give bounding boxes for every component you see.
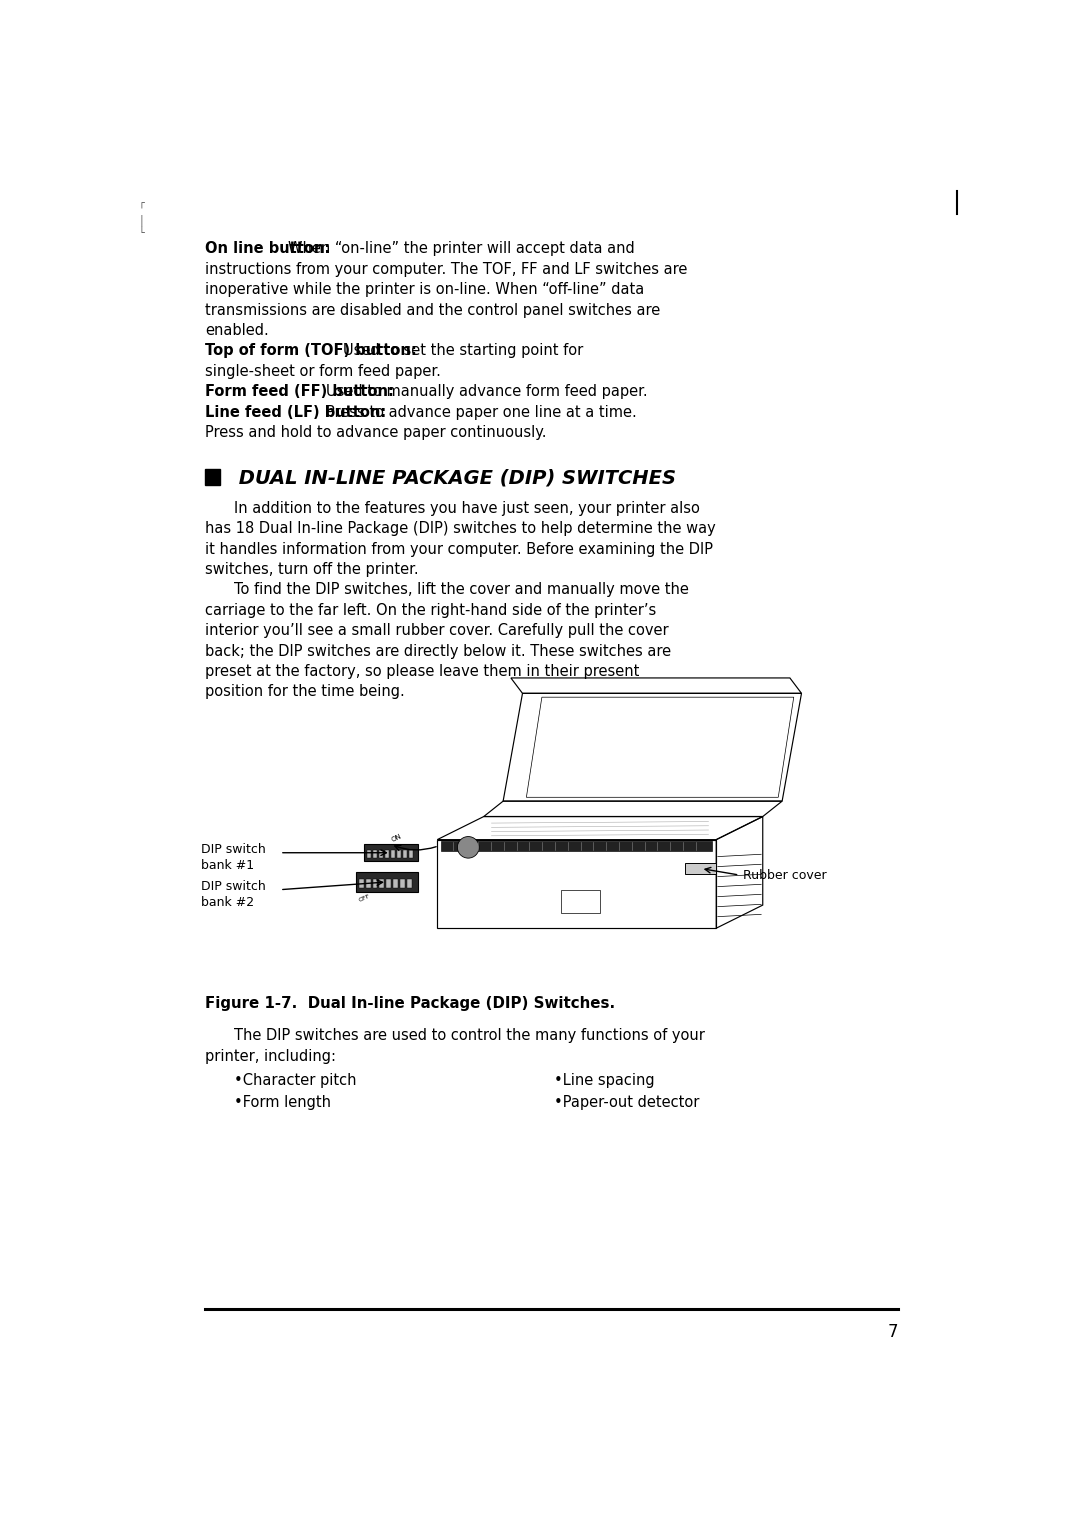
Text: 7: 7 [888, 1323, 899, 1342]
Text: position for the time being.: position for the time being. [205, 684, 405, 699]
Bar [562, 889, 600, 913]
Bar [393, 878, 397, 887]
Ellipse shape [458, 837, 480, 858]
Text: inoperative while the printer is on-line. When “off-line” data: inoperative while the printer is on-line… [205, 282, 644, 297]
Bar [387, 878, 391, 887]
Text: Form feed (FF) button:: Form feed (FF) button: [205, 384, 393, 399]
Text: Line feed (LF) button:: Line feed (LF) button: [205, 404, 386, 419]
Text: switches, turn off the printer.: switches, turn off the printer. [205, 562, 418, 577]
Bar [391, 851, 395, 858]
Bar [379, 851, 383, 858]
Text: single-sheet or form feed paper.: single-sheet or form feed paper. [205, 364, 441, 379]
Bar [407, 878, 411, 887]
Text: Rubber cover: Rubber cover [743, 869, 827, 881]
Bar [685, 863, 716, 874]
Text: •Character pitch: •Character pitch [234, 1073, 356, 1088]
Text: printer, including:: printer, including: [205, 1048, 336, 1063]
Text: To find the DIP switches, lift the cover and manually move the: To find the DIP switches, lift the cover… [234, 583, 689, 597]
Text: interior you’ll see a small rubber cover. Carefully pull the cover: interior you’ll see a small rubber cover… [205, 623, 669, 638]
Text: carriage to the far left. On the right-hand side of the printer’s: carriage to the far left. On the right-h… [205, 603, 656, 618]
Bar [400, 878, 405, 887]
Bar [359, 878, 364, 887]
Text: Used to manually advance form feed paper.: Used to manually advance form feed paper… [326, 384, 648, 399]
Text: DIP switch
bank #1: DIP switch bank #1 [201, 843, 266, 872]
Text: ┌: ┌ [139, 199, 145, 210]
Bar [373, 878, 377, 887]
Text: When “on-line” the printer will accept data and: When “on-line” the printer will accept d… [287, 242, 635, 257]
Bar [403, 851, 407, 858]
Text: transmissions are disabled and the control panel switches are: transmissions are disabled and the contr… [205, 303, 660, 318]
Text: back; the DIP switches are directly below it. These switches are: back; the DIP switches are directly belo… [205, 644, 671, 659]
Bar [379, 878, 384, 887]
Text: DUAL IN-LINE PACKAGE (DIP) SWITCHES: DUAL IN-LINE PACKAGE (DIP) SWITCHES [232, 468, 676, 488]
Bar [364, 845, 418, 861]
Text: ON: ON [390, 832, 402, 843]
Text: preset at the factory, so please leave them in their present: preset at the factory, so please leave t… [205, 664, 639, 679]
Polygon shape [441, 842, 713, 851]
Text: └: └ [139, 228, 145, 239]
Text: Top of form (TOF) button:: Top of form (TOF) button: [205, 343, 417, 358]
Text: it handles information from your computer. Before examining the DIP: it handles information from your compute… [205, 542, 713, 557]
Bar [367, 851, 372, 858]
Text: OFF: OFF [359, 894, 372, 903]
Bar [384, 851, 389, 858]
Bar [397, 851, 401, 858]
Text: has 18 Dual In-line Package (DIP) switches to help determine the way: has 18 Dual In-line Package (DIP) switch… [205, 522, 715, 536]
Text: Press to advance paper one line at a time.: Press to advance paper one line at a tim… [326, 404, 637, 419]
Text: instructions from your computer. The TOF, FF and LF switches are: instructions from your computer. The TOF… [205, 262, 687, 277]
Bar [409, 851, 414, 858]
Text: In addition to the features you have just seen, your printer also: In addition to the features you have jus… [234, 500, 700, 516]
Text: DIP switch
bank #2: DIP switch bank #2 [201, 880, 266, 909]
Text: On line button:: On line button: [205, 242, 330, 257]
Text: •Line spacing: •Line spacing [554, 1073, 654, 1088]
Bar [366, 878, 370, 887]
Bar [373, 851, 377, 858]
Text: Figure 1-7.  Dual In-line Package (DIP) Switches.: Figure 1-7. Dual In-line Package (DIP) S… [205, 996, 615, 1011]
Bar [356, 872, 418, 892]
Text: │: │ [139, 214, 145, 226]
Text: •Form length: •Form length [234, 1095, 332, 1111]
Text: enabled.: enabled. [205, 323, 269, 338]
Text: Used to set the starting point for: Used to set the starting point for [343, 343, 583, 358]
Text: •Paper-out detector: •Paper-out detector [554, 1095, 699, 1111]
Text: The DIP switches are used to control the many functions of your: The DIP switches are used to control the… [234, 1028, 705, 1043]
Text: Press and hold to advance paper continuously.: Press and hold to advance paper continuo… [205, 425, 546, 441]
Bar [205, 470, 220, 485]
